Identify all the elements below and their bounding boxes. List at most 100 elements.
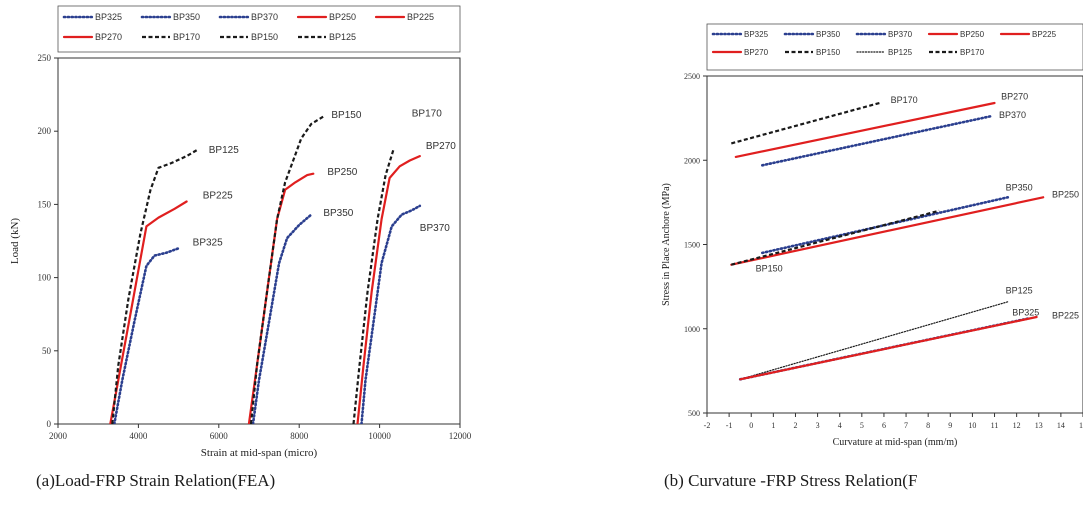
legend-label: BP325 <box>95 12 122 22</box>
x-tick-label: 1 <box>771 421 775 430</box>
series-label-bp150: BP150 <box>756 263 783 273</box>
x-tick-label: 4 <box>838 421 842 430</box>
y-tick-label: 200 <box>38 126 52 136</box>
series-line-bp325 <box>113 247 180 424</box>
legend-label: BP270 <box>95 32 122 42</box>
y-tick-label: 100 <box>38 273 52 283</box>
legend-label: BP225 <box>407 12 434 22</box>
x-tick-label: 15 <box>1079 421 1083 430</box>
x-tick-label: 8000 <box>290 431 309 441</box>
x-tick-label: 9 <box>948 421 952 430</box>
legend-label: BP250 <box>960 30 985 39</box>
y-tick-label: 1500 <box>684 241 700 250</box>
legend-label: BP225 <box>1032 30 1057 39</box>
x-tick-label: 3 <box>816 421 820 430</box>
legend-label: BP270 <box>744 48 769 57</box>
legend-label: BP325 <box>744 30 769 39</box>
series-line-bp270 <box>356 155 421 424</box>
y-tick-label: 250 <box>38 53 52 63</box>
series-group <box>730 101 1045 381</box>
series-label-bp250: BP250 <box>1052 189 1079 199</box>
legend-box <box>706 23 1083 71</box>
series-label-bp125: BP125 <box>209 145 239 156</box>
legend-box <box>57 5 461 53</box>
series-line-bp225 <box>109 200 188 424</box>
x-tick-label: 12000 <box>449 431 472 441</box>
y-tick-label: 2000 <box>684 156 700 165</box>
x-tick-label: 12 <box>1013 421 1021 430</box>
plot-frame <box>706 75 1083 414</box>
caption-b: (b) Curvature -FRP Stress Relation(F <box>664 471 918 490</box>
y-tick-label: 1000 <box>684 325 700 334</box>
y-tick-label: 500 <box>688 409 700 418</box>
series-line-bp370 <box>761 115 992 167</box>
series-label-bp170: BP170 <box>891 95 918 105</box>
series-group <box>109 115 422 424</box>
x-tick-label: 8 <box>926 421 930 430</box>
series-line-bp250 <box>730 196 1045 266</box>
legend-label: BP125 <box>329 32 356 42</box>
legend-label: BP125 <box>888 48 913 57</box>
chart-a: 2000 4000 6000 8000 10000 12000 0 50 100 150 200 25… <box>9 5 472 459</box>
y-axis-label: Stress in Place Anchore (MPa) <box>661 183 672 306</box>
plot-frame <box>57 57 461 425</box>
series-line-bp225 <box>739 315 1038 381</box>
series-label-bp350: BP350 <box>323 208 353 219</box>
x-tick-label: 5 <box>860 421 864 430</box>
series-label-bp325: BP325 <box>193 237 223 248</box>
series-line-bp370 <box>360 204 422 424</box>
series-label-bp325: BP325 <box>1012 307 1039 317</box>
series-label-bp350: BP350 <box>1006 183 1033 193</box>
x-axis-label: Strain at mid-span (micro) <box>201 447 318 459</box>
y-tick-label: 2500 <box>684 72 700 81</box>
x-tick-label: 4000 <box>129 431 148 441</box>
series-label-bp370: BP370 <box>420 223 450 234</box>
series-label-bp370: BP370 <box>999 110 1026 120</box>
series-label-bp270: BP270 <box>1001 92 1028 102</box>
series-label-bp170: BP170 <box>412 109 442 120</box>
y-axis-label: Load (kN) <box>9 218 21 264</box>
x-tick-label: 10 <box>968 421 976 430</box>
x-tick-label: 0 <box>749 421 753 430</box>
series-label-bp125: BP125 <box>1006 285 1033 295</box>
caption-a: (a)Load-FRP Strain Relation(FEA) <box>36 471 276 490</box>
series-line-bp125 <box>739 301 1009 380</box>
y-tick-label: 0 <box>47 419 52 429</box>
series-label-bp150: BP150 <box>331 110 361 121</box>
series-label-bp225: BP225 <box>203 191 233 202</box>
series-line-bp150 <box>249 115 324 424</box>
series-line-bp170 <box>731 101 880 145</box>
legend-label: BP150 <box>816 48 841 57</box>
y-tick-label: 150 <box>38 199 52 209</box>
legend-label: BP350 <box>816 30 841 39</box>
series-label-bp270: BP270 <box>426 141 456 152</box>
x-tick-label: 2000 <box>49 431 68 441</box>
series-line-bp270 <box>734 101 996 158</box>
chart-b: -2-1012345678910111213141550010001500200… <box>661 23 1083 448</box>
legend-label: BP170 <box>960 48 985 57</box>
x-tick-label: 7 <box>904 421 908 430</box>
x-tick-label: 13 <box>1035 421 1043 430</box>
legend-label: BP150 <box>251 32 278 42</box>
series-label-bp250: BP250 <box>327 167 357 178</box>
x-tick-label: 6 <box>882 421 886 430</box>
x-tick-label: 2 <box>793 421 797 430</box>
series-line-bp350 <box>251 213 313 424</box>
series-line-bp150 <box>731 209 940 266</box>
legend-label: BP370 <box>251 12 278 22</box>
legend-label: BP370 <box>888 30 913 39</box>
x-tick-label: -1 <box>726 421 733 430</box>
series-line-bp125 <box>111 149 198 424</box>
series-line-bp170 <box>352 148 395 424</box>
x-axis-label: Curvature at mid-span (mm/m) <box>833 437 958 448</box>
x-tick-label: -2 <box>704 421 711 430</box>
series-label-bp225: BP225 <box>1052 311 1079 321</box>
legend-label: BP350 <box>173 12 200 22</box>
x-tick-label: 14 <box>1057 421 1065 430</box>
x-tick-label: 6000 <box>210 431 229 441</box>
y-tick-label: 50 <box>42 346 52 356</box>
x-tick-label: 10000 <box>368 431 391 441</box>
legend-label: BP250 <box>329 12 356 22</box>
legend-label: BP170 <box>173 32 200 42</box>
